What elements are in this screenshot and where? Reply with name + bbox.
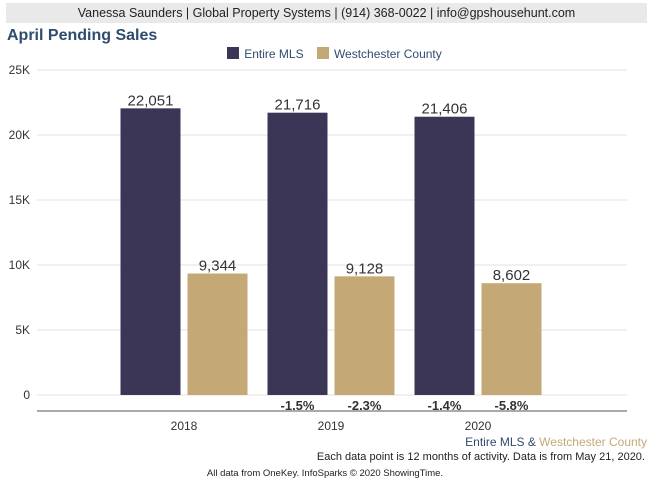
bar-value-label: 21,406	[422, 101, 468, 118]
chart-legend: Entire MLS Westchester County	[0, 47, 669, 61]
footer-legend-amp: &	[524, 435, 540, 449]
footer-legend-entire-mls: Entire MLS	[465, 435, 525, 449]
bar-value-label: 9,128	[346, 260, 384, 277]
bars: 22,051 9,344 21,716 -1.5% 9,128 -2.3% 21,406 -1…	[120, 92, 542, 413]
y-tick-label: 0	[23, 388, 30, 402]
bar	[267, 112, 328, 395]
change-label: -2.3%	[348, 398, 382, 413]
change-label: -1.4%	[428, 398, 462, 413]
legend-swatch-westchester	[316, 47, 329, 59]
bar-value-label: 9,344	[199, 258, 237, 275]
footer-legend: Entire MLS & Westchester County	[465, 435, 647, 449]
bar-value-label: 21,716	[275, 97, 321, 114]
bar-value-label: 8,602	[493, 267, 531, 284]
bar-value-label: 22,051	[128, 92, 174, 109]
source-credit: All data from OneKey. InfoSparks © 2020 …	[206, 468, 444, 479]
change-label: -1.5%	[281, 398, 315, 413]
x-tick-label: 2018	[171, 419, 198, 433]
bar	[414, 116, 475, 396]
bar	[120, 108, 181, 395]
footer-legend-westchester: Westchester County	[539, 435, 647, 449]
y-tick-label: 5K	[15, 323, 30, 337]
contact-header: Vanessa Saunders | Global Property Syste…	[6, 3, 647, 23]
y-tick-label: 25K	[9, 63, 30, 77]
x-axis: 2018 2019 2020	[37, 410, 627, 433]
y-axis: 0 5K 10K 15K 20K 25K	[9, 63, 31, 402]
legend-item-entire-mls[interactable]: Entire MLS	[227, 47, 304, 61]
bar	[187, 273, 248, 395]
y-tick-label: 10K	[9, 258, 30, 272]
legend-label-westchester: Westchester County	[333, 47, 442, 61]
y-tick-label: 20K	[9, 128, 30, 142]
x-tick-label: 2019	[318, 419, 345, 433]
legend-swatch-entire-mls	[227, 47, 240, 59]
change-label: -5.8%	[495, 398, 529, 413]
data-note: Each data point is 12 months of activity…	[316, 451, 645, 463]
bar	[481, 283, 542, 395]
bar	[334, 276, 395, 395]
legend-item-westchester[interactable]: Westchester County	[316, 47, 442, 61]
chart-title: April Pending Sales	[7, 27, 158, 44]
legend-label-entire-mls: Entire MLS	[244, 47, 304, 61]
y-tick-label: 15K	[9, 193, 30, 207]
x-tick-label: 2020	[465, 419, 492, 433]
